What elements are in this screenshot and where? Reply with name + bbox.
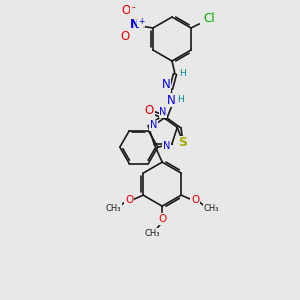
Text: +: + [138,17,144,26]
Text: O: O [120,29,130,43]
Text: N: N [159,107,167,117]
Text: N: N [150,120,158,130]
Text: CH₃: CH₃ [105,204,121,213]
Text: O: O [158,214,166,224]
Text: N: N [162,79,170,92]
Text: O: O [144,104,154,118]
Text: Cl: Cl [203,13,215,26]
Text: N: N [167,94,176,106]
Text: N: N [130,17,140,31]
Text: H: H [178,68,185,77]
Text: CH₃: CH₃ [203,204,219,213]
Text: O: O [191,195,200,205]
Text: H: H [177,95,183,104]
Text: O: O [125,195,133,205]
Text: O: O [121,4,130,16]
Text: S: S [178,136,188,149]
Text: N: N [163,141,170,151]
Text: CH₃: CH₃ [144,229,160,238]
Text: -: - [131,2,135,12]
